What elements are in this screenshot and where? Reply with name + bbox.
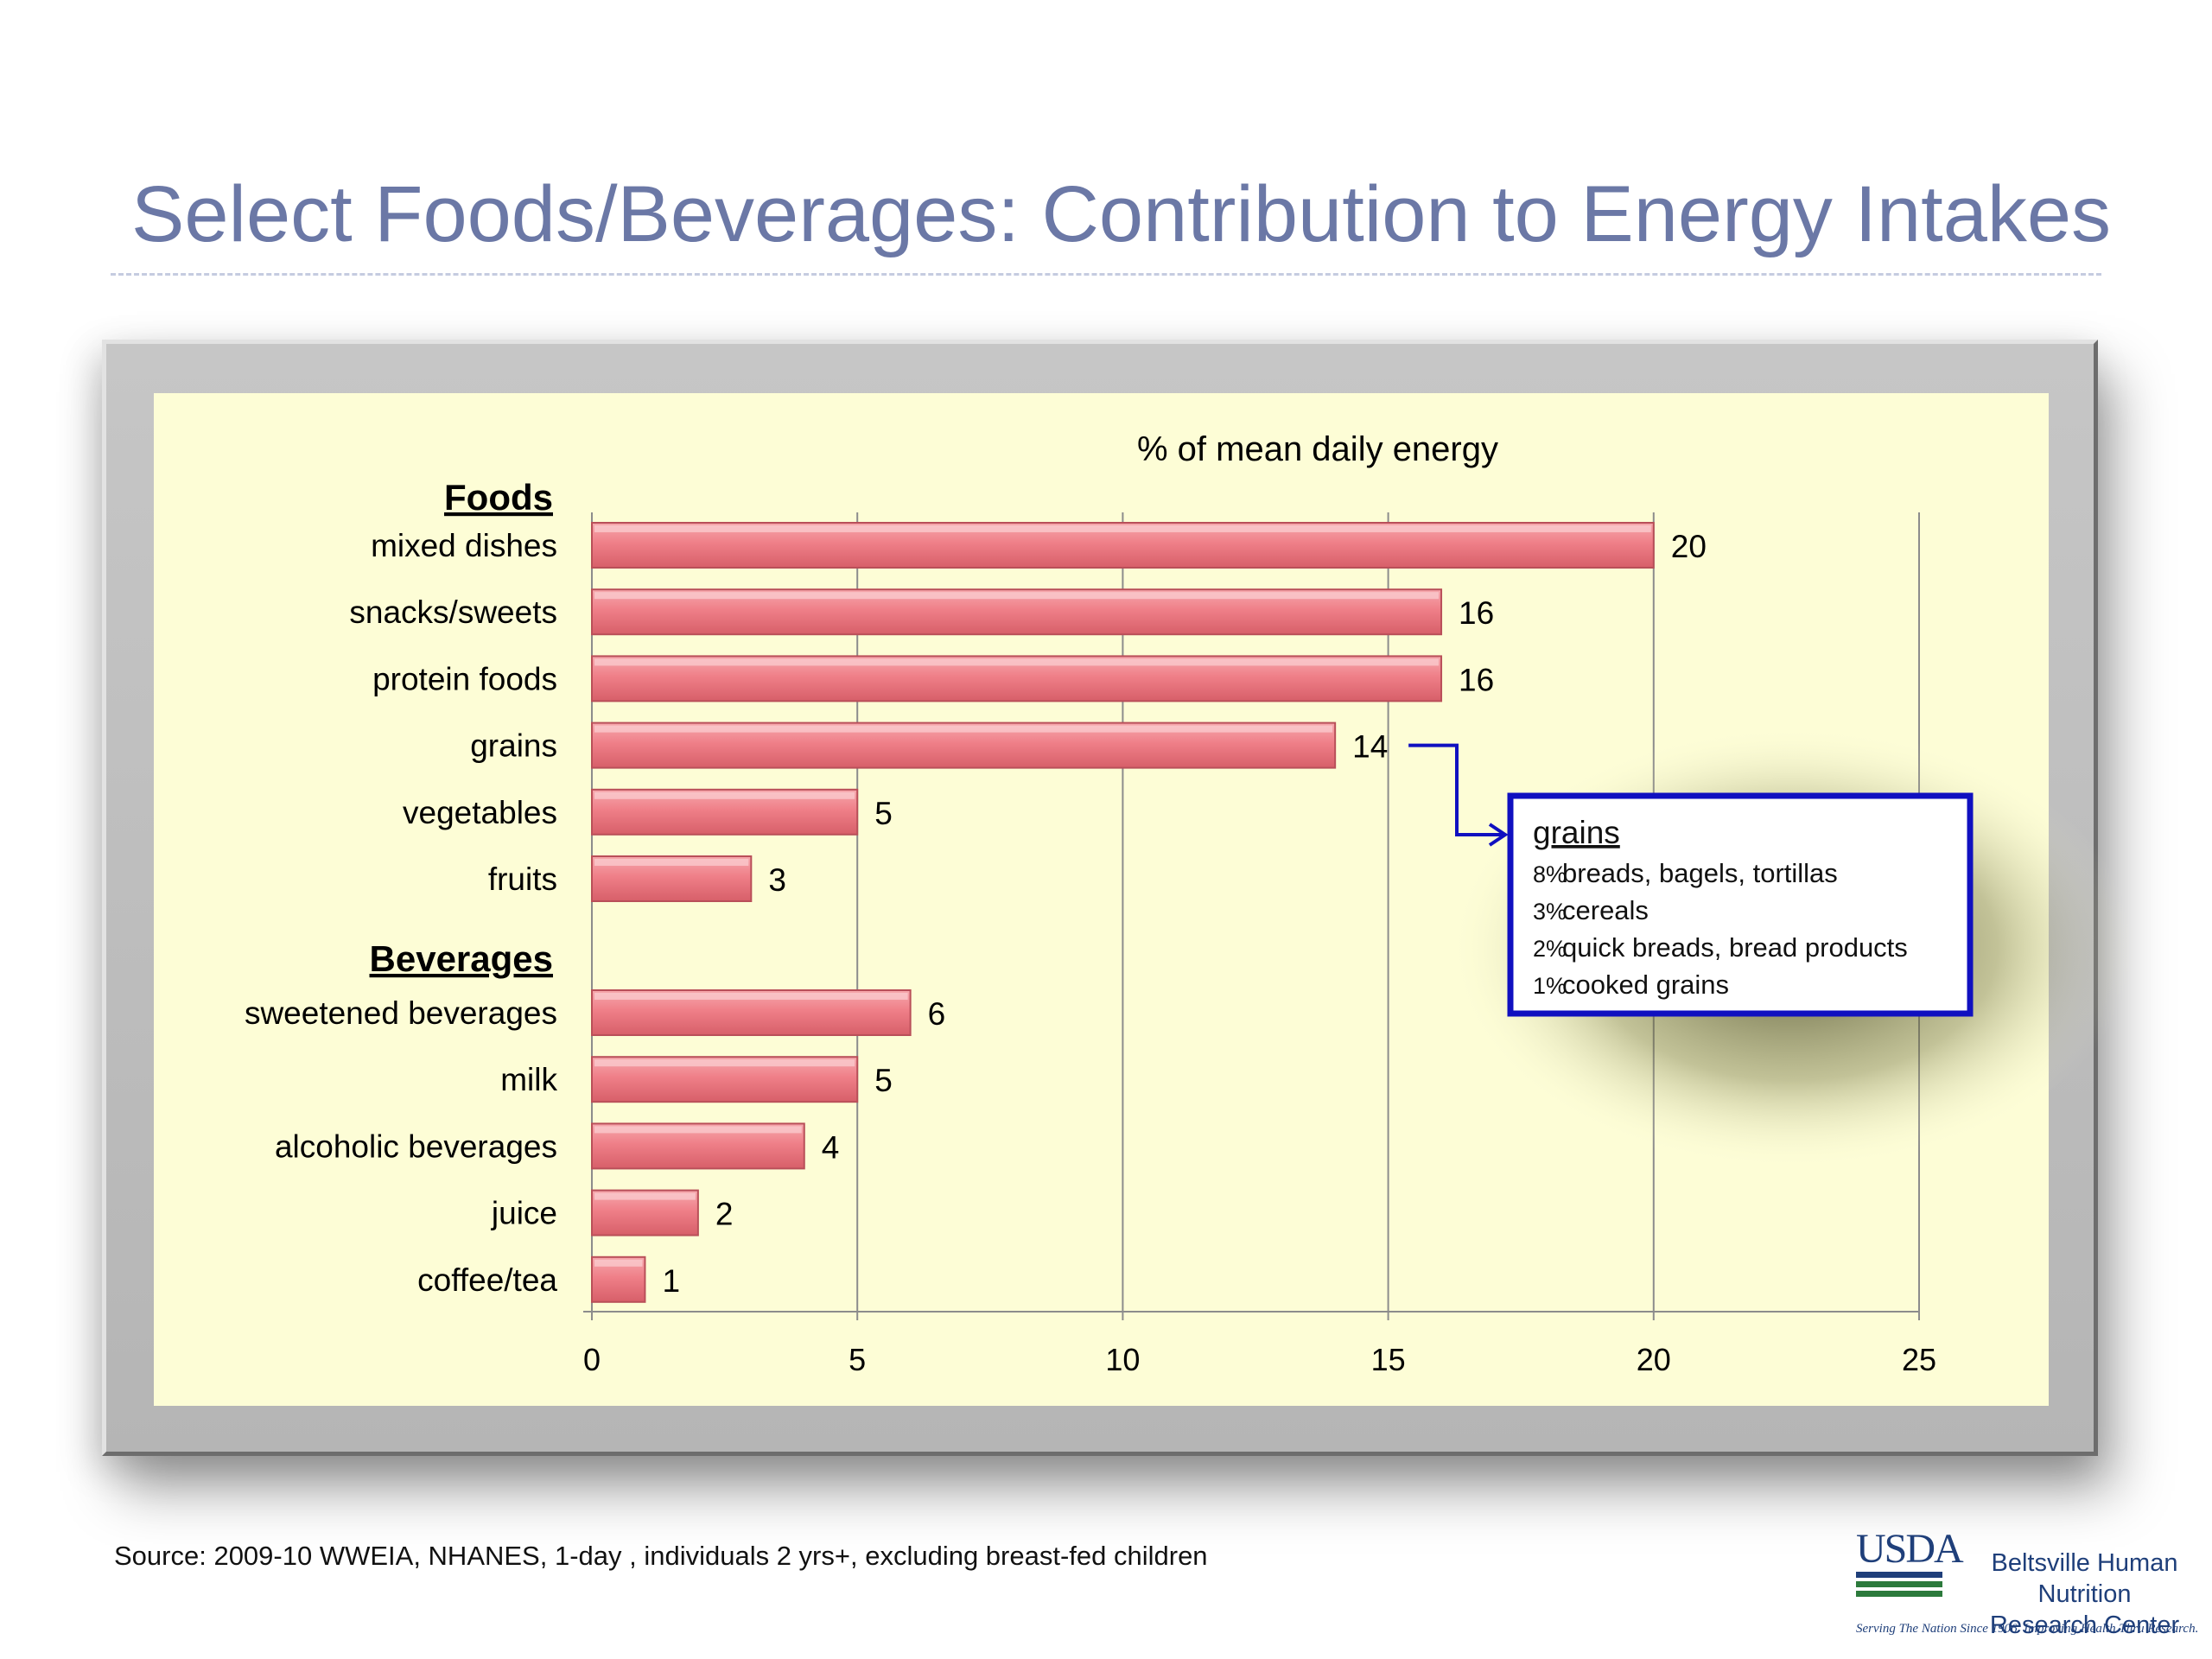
bar-highlight: [594, 791, 855, 799]
data-label: 6: [928, 996, 946, 1032]
source-note: Source: 2009-10 WWEIA, NHANES, 1-day , i…: [114, 1541, 1208, 1571]
callout-item-label: breads, bagels, tortillas: [1562, 858, 1838, 888]
bar-highlight: [594, 1192, 696, 1200]
category-label: protein foods: [372, 661, 557, 696]
bar-highlight: [594, 525, 1651, 532]
chart-title: % of mean daily energy: [1137, 430, 1498, 468]
callout-item-percent: 3%: [1533, 899, 1567, 925]
callout-title: grains: [1533, 815, 1620, 850]
organization-name-line1: Beltsville Human Nutrition: [1991, 1549, 2178, 1608]
data-label: 14: [1352, 729, 1388, 765]
group-label-beverages: Beverages: [370, 938, 553, 979]
bar-highlight: [594, 993, 908, 1000]
callout-item-label: quick breads, bread products: [1562, 932, 1908, 963]
title-divider: [111, 273, 2101, 276]
slide-title: Select Foods/Beverages: Contribution to …: [131, 170, 2112, 258]
group-label-foods: Foods: [444, 477, 553, 518]
callout-item-label: cereals: [1562, 895, 1649, 925]
callout-arrowhead: [1488, 823, 1509, 847]
data-label: 16: [1459, 662, 1494, 697]
data-label: 20: [1671, 529, 1707, 564]
callout-item-percent: 8%: [1533, 861, 1567, 887]
x-tick-label: 15: [1371, 1342, 1406, 1377]
callout-item-label: cooked grains: [1562, 969, 1729, 1000]
x-tick-label: 25: [1902, 1342, 1936, 1377]
category-label: juice: [491, 1196, 557, 1231]
usda-wordmark: USDA: [1856, 1526, 1964, 1572]
data-label: 2: [715, 1197, 734, 1232]
callout-item-percent: 2%: [1533, 936, 1567, 962]
data-label: 1: [662, 1263, 680, 1299]
bar-highlight: [594, 859, 749, 866]
bar-highlight: [594, 725, 1333, 733]
organization-name: Beltsville Human Nutrition Research Cent…: [1961, 1548, 2208, 1641]
category-label: milk: [500, 1062, 557, 1097]
data-label: 5: [874, 1063, 893, 1098]
bar-highlight: [594, 592, 1440, 600]
bar-highlight: [594, 1059, 855, 1067]
data-label: 16: [1459, 595, 1494, 631]
usda-logo: USDA Beltsville Human Nutrition Research…: [1856, 1525, 2210, 1646]
usda-stripes-graphic: [1856, 1568, 1942, 1603]
category-label: snacks/sweets: [349, 594, 557, 630]
category-label: alcoholic beverages: [275, 1128, 557, 1164]
grains-callout-box: [1507, 792, 1974, 1017]
organization-name-line2: Research Center: [1989, 1611, 2180, 1639]
organization-motto: Serving The Nation Since 1906. Improving…: [1856, 1622, 2199, 1636]
x-tick-label: 10: [1105, 1342, 1140, 1377]
category-label: fruits: [488, 861, 557, 897]
category-label: vegetables: [403, 795, 557, 830]
category-label: grains: [470, 728, 557, 764]
bar-highlight: [594, 1259, 643, 1267]
x-tick-label: 0: [583, 1342, 601, 1377]
data-label: 5: [874, 796, 893, 831]
callout-item-percent: 1%: [1533, 973, 1567, 999]
callout-item: 3%cereals: [1533, 895, 1649, 925]
bar-highlight: [594, 1126, 802, 1134]
callout-item: 1%cooked grains: [1533, 969, 1729, 1000]
bar-highlight: [594, 658, 1440, 666]
category-label: sweetened beverages: [245, 995, 557, 1031]
category-label: coffee/tea: [417, 1262, 557, 1298]
category-label: mixed dishes: [371, 528, 557, 563]
data-label: 3: [768, 862, 786, 898]
callout-connector: [1408, 743, 1505, 836]
x-tick-label: 5: [849, 1342, 866, 1377]
x-tick-label: 20: [1637, 1342, 1671, 1377]
data-label: 4: [822, 1129, 840, 1165]
callout-item: 8%breads, bagels, tortillas: [1533, 858, 1838, 888]
callout-item: 2%quick breads, bread products: [1533, 932, 1908, 963]
